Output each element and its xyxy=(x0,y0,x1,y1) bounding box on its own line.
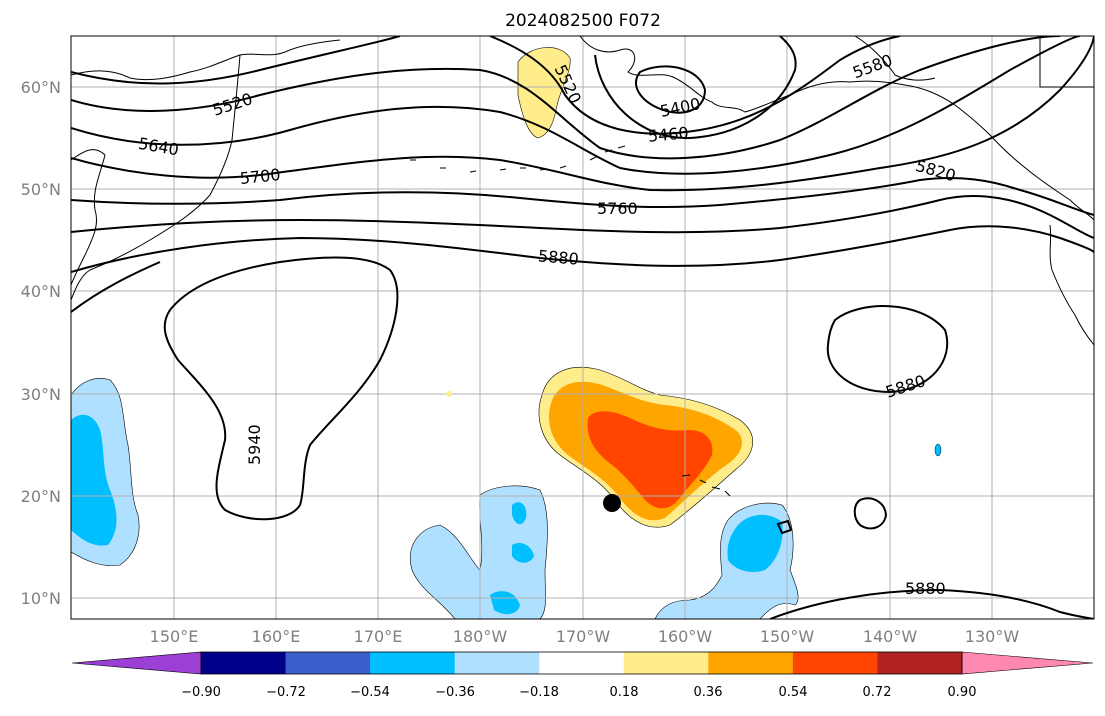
small-positive-dot xyxy=(446,391,452,397)
colorbar-frame xyxy=(200,651,963,675)
colorbar-swatch xyxy=(708,652,794,674)
lat-label: 20°N xyxy=(21,487,61,506)
map-frame xyxy=(70,35,1095,620)
anomaly-negative-central-core xyxy=(490,502,534,615)
lon-label: 150°E xyxy=(150,627,199,646)
coast-north-america xyxy=(1049,224,1094,346)
contour-5400 xyxy=(635,65,707,114)
colorbar-swatch xyxy=(877,652,963,674)
lat-label: 30°N xyxy=(21,385,61,404)
lon-label: 170°W xyxy=(556,627,611,646)
colorbar-ticks: −0.90 −0.72 −0.54 −0.36 −0.18 0.18 0.36 … xyxy=(181,685,976,700)
contour-label: 5880 xyxy=(537,246,579,268)
lon-label: 180°W xyxy=(453,627,508,646)
colorbar: −0.90 −0.72 −0.54 −0.36 −0.18 0.18 0.36 … xyxy=(71,651,1094,700)
lon-label: 140°W xyxy=(863,627,918,646)
longitude-labels: 150°E 160°E 170°E 180°W 170°W 160°W 150°… xyxy=(150,627,1020,646)
colorbar-swatch xyxy=(792,652,878,674)
contour-label: 5460 xyxy=(647,123,689,145)
contour-label: 5760 xyxy=(597,199,638,218)
islands-hawaii xyxy=(681,474,731,497)
contour-5880-ring xyxy=(853,497,888,530)
contour-5880-high-east xyxy=(826,305,949,394)
colorbar-extend-high xyxy=(961,651,1094,675)
latitude-labels: 60°N 50°N 40°N 30°N 20°N 10°N xyxy=(21,78,61,608)
colorbar-tick: 0.18 xyxy=(610,685,639,700)
contour-label: 5940 xyxy=(245,424,264,465)
anomaly-negative-east-core xyxy=(727,514,783,572)
lon-label: 170°E xyxy=(354,627,403,646)
colorbar-tick: 0.36 xyxy=(694,685,723,700)
contour-5760 xyxy=(71,177,1094,216)
contour-5700 xyxy=(71,36,1094,192)
contour-5880-main xyxy=(71,225,1094,273)
small-negative-island xyxy=(934,443,942,457)
figure-title: 2024082500 F072 xyxy=(505,11,661,31)
lat-label: 40°N xyxy=(21,282,61,301)
lon-label: 160°E xyxy=(252,627,301,646)
anomaly-negative-west-core xyxy=(71,414,117,546)
lat-label: 50°N xyxy=(21,180,61,199)
lon-label: 160°W xyxy=(658,627,713,646)
colorbar-tick: −0.54 xyxy=(350,685,390,700)
colorbar-tick: −0.36 xyxy=(435,685,475,700)
colorbar-tick: −0.72 xyxy=(266,685,306,700)
colorbar-tick: 0.90 xyxy=(948,685,977,700)
coastlines xyxy=(71,36,1094,535)
coast-alaska xyxy=(579,36,1094,221)
colorbar-swatch xyxy=(454,652,540,674)
anomaly-positive-red xyxy=(587,411,713,509)
colorbar-swatches xyxy=(201,652,963,674)
height-contours xyxy=(71,36,1094,619)
contour-label: 5700 xyxy=(239,165,281,188)
colorbar-extend-low xyxy=(71,651,202,675)
colorbar-tick: −0.90 xyxy=(181,685,221,700)
contour-5460 xyxy=(594,36,797,140)
contour-5580 xyxy=(71,36,1061,160)
colorbar-swatch xyxy=(370,652,456,674)
colorbar-tick: 0.72 xyxy=(863,685,892,700)
lon-label: 130°W xyxy=(965,627,1020,646)
lon-label: 150°W xyxy=(760,627,815,646)
map-panel: 5520 5520 5400 5460 5580 5640 5700 5760 … xyxy=(70,35,1095,620)
colorbar-tick: −0.18 xyxy=(519,685,559,700)
colorbar-tick: 0.54 xyxy=(779,685,808,700)
coast-kamchatka xyxy=(71,39,341,301)
anomaly-negative-central xyxy=(410,485,548,619)
contour-west-edge xyxy=(71,261,161,313)
lat-label: 60°N xyxy=(21,78,61,97)
island-big-hawaii xyxy=(776,519,793,535)
contour-5940 xyxy=(163,256,399,521)
colorbar-swatch xyxy=(285,652,371,674)
contour-label: 5880 xyxy=(905,579,946,598)
colorbar-swatch xyxy=(539,652,625,674)
storm-center-dot xyxy=(603,494,621,512)
colorbar-swatch xyxy=(623,652,709,674)
contour-5820 xyxy=(71,194,1094,239)
contour-5520 xyxy=(71,36,901,135)
anomaly-positive-north xyxy=(517,47,571,139)
coast-sea-okhotsk xyxy=(71,149,106,286)
lat-label: 10°N xyxy=(21,589,61,608)
colorbar-swatch xyxy=(201,652,287,674)
contour-5880-south xyxy=(769,588,1094,619)
contour-5640 xyxy=(71,36,1081,175)
